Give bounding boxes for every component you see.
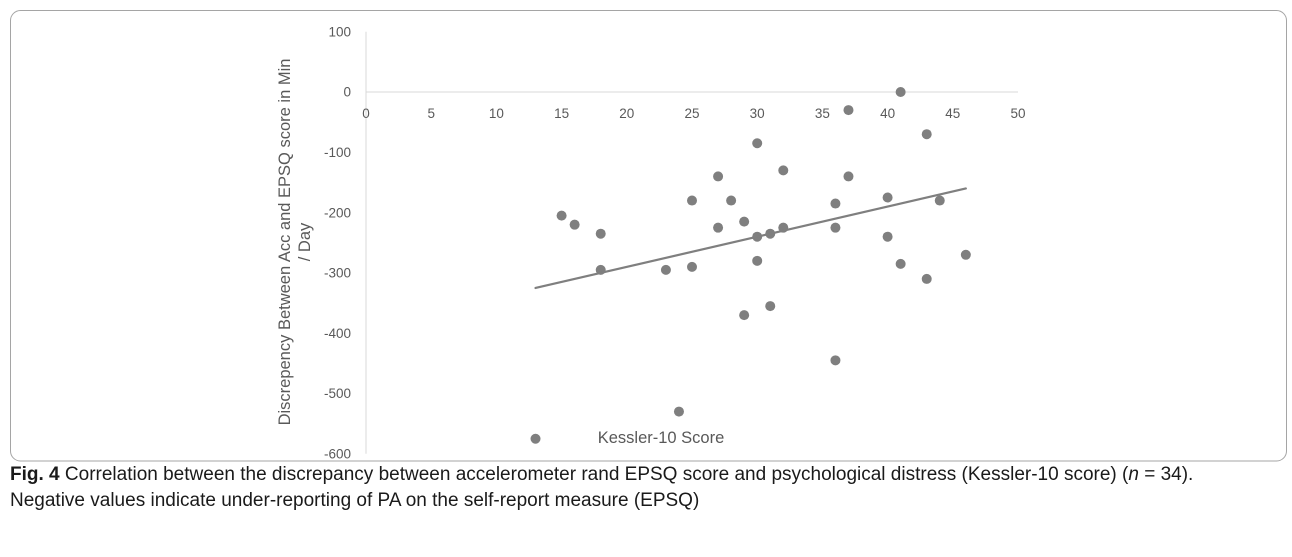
x-tick-label: 30: [750, 106, 765, 121]
x-tick-label: 0: [362, 106, 370, 121]
caption-text: Correlation between the discrepancy betw…: [64, 464, 1129, 485]
data-points: [530, 87, 971, 444]
data-point: [882, 192, 893, 203]
caption-line-1: Fig. 4 Correlation between the discrepan…: [10, 462, 1280, 488]
caption-line-2: Negative values indicate under-reporting…: [10, 490, 700, 511]
x-tick-label: 20: [619, 106, 634, 121]
data-point: [595, 228, 606, 239]
data-point: [778, 165, 789, 176]
data-point: [726, 195, 737, 206]
data-point: [843, 171, 854, 182]
y-tick-label: -200: [324, 205, 351, 220]
y-tick-label: -400: [324, 326, 351, 341]
y-tick-labels: 100 0 -100 -200 -300 -400 -500 -600: [324, 24, 351, 461]
data-point: [895, 87, 906, 97]
scatter-chart: 100 0 -100 -200 -300 -400 -500 -600 0 5 10 15 20 25 3…: [10, 10, 1287, 462]
x-tick-label: 10: [489, 106, 504, 121]
data-point: [830, 198, 841, 209]
data-point: [713, 222, 724, 233]
y-tick-label: -300: [324, 266, 351, 281]
data-point: [739, 216, 750, 227]
data-point: [530, 433, 541, 444]
x-tick-label: 15: [554, 106, 569, 121]
caption-n-symbol: n: [1128, 464, 1139, 485]
trendline: [534, 187, 967, 290]
data-point: [882, 231, 893, 242]
data-point: [843, 105, 854, 116]
data-point: [569, 219, 580, 230]
y-axis-title: Discrepency Between Acc and EPSQ score i…: [276, 58, 314, 426]
figure-frame: [10, 10, 1287, 462]
data-point: [687, 261, 697, 272]
data-point: [713, 171, 724, 182]
x-tick-label: 5: [427, 106, 435, 121]
data-point: [660, 264, 671, 275]
x-tick-label: 50: [1010, 106, 1025, 121]
data-point: [673, 406, 684, 417]
data-point: [556, 210, 567, 221]
y-tick-label: 100: [328, 24, 351, 39]
figure-caption: Fig. 4 Correlation between the discrepan…: [10, 462, 1280, 514]
y-tick-label: -500: [324, 386, 351, 401]
y-tick-label: -100: [324, 145, 351, 160]
y-tick-label: -600: [324, 447, 351, 462]
x-tick-label: 35: [815, 106, 830, 121]
data-point: [765, 301, 776, 312]
data-point: [739, 310, 750, 321]
data-point: [687, 195, 697, 206]
data-point: [921, 129, 932, 140]
caption-sample-size: = 34).: [1138, 464, 1194, 485]
x-tick-label: 25: [684, 106, 699, 121]
x-tick-label: 40: [880, 106, 895, 121]
data-point: [934, 195, 945, 206]
x-axis-title: Kessler-10 Score: [598, 429, 725, 447]
x-tick-labels: 0 5 10 15 20 25 30 35 40 45 50: [362, 106, 1025, 121]
y-tick-label: 0: [343, 85, 351, 100]
data-point: [895, 258, 906, 269]
data-point: [830, 355, 841, 366]
figure-label: Fig. 4: [10, 464, 60, 485]
data-point: [960, 249, 971, 260]
data-point: [752, 138, 763, 149]
data-point: [752, 255, 763, 266]
data-point: [921, 273, 932, 284]
data-point: [830, 222, 841, 233]
x-tick-label: 45: [945, 106, 960, 121]
